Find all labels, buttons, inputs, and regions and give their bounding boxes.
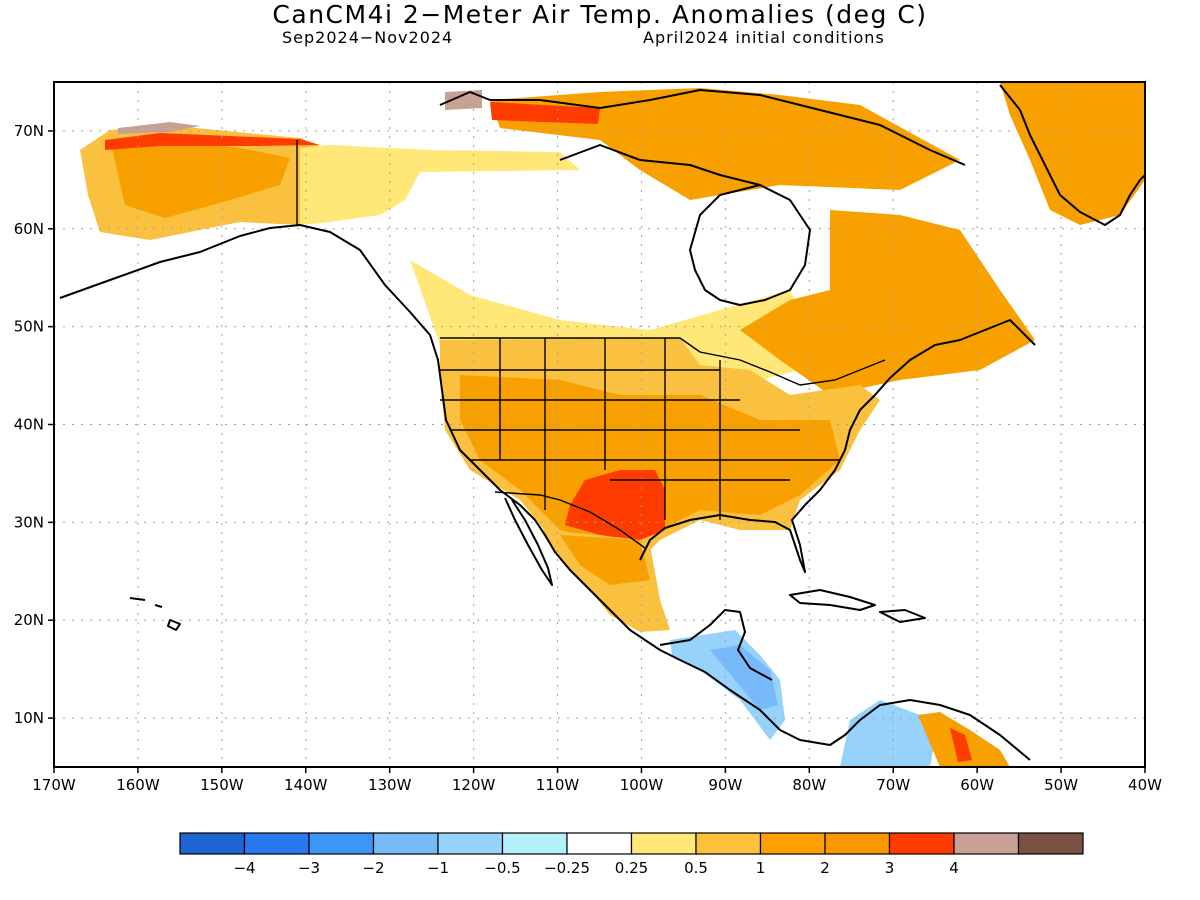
hispaniola	[879, 609, 926, 623]
legend-swatch	[501, 832, 568, 855]
lat-tick-label: 30N	[14, 513, 44, 531]
alaska-orange-area	[112, 140, 290, 218]
legend-label: −4	[233, 859, 255, 877]
greenland-area	[1000, 82, 1145, 225]
coastlines	[59, 84, 1145, 761]
forecast-period: Sep2024−Nov2024	[282, 28, 454, 47]
legend-swatch	[179, 832, 246, 855]
legend-swatch	[243, 832, 310, 855]
hudson-bay	[689, 184, 811, 306]
legend-label: −2	[362, 859, 384, 877]
greenland-coast	[999, 84, 1145, 226]
legend-label: −0.5	[484, 859, 520, 877]
north-america-coastline	[59, 224, 1031, 761]
south-america-blue	[840, 700, 935, 767]
initial-conditions: April2024 initial conditions	[643, 28, 885, 47]
yucatan-coast	[659, 609, 773, 681]
us-state-lines	[440, 338, 840, 520]
legend-swatch	[630, 832, 697, 855]
baja-peninsula	[504, 497, 553, 586]
map-axes: 170W 160W 150W 140W 130W 120W 110W 100W 90W 80W 70…	[14, 122, 1162, 794]
legend-swatch	[372, 832, 439, 855]
mexico-orange-area	[560, 535, 650, 585]
legend-swatch	[308, 832, 375, 855]
legend-swatch	[888, 832, 955, 855]
lon-tick-label: 160W	[116, 776, 160, 794]
legend-label: −1	[427, 859, 449, 877]
lon-tick-label: 60W	[960, 776, 994, 794]
south-america-red	[950, 728, 972, 762]
central-canada-band	[410, 260, 810, 390]
alaska-brown-patch	[118, 122, 200, 134]
legend-label: 1	[756, 859, 766, 877]
central-america-blue-dark	[710, 645, 778, 710]
lon-tick-label: 140W	[284, 776, 328, 794]
color-legend: −4 −3 −2 −1 −0.5 −0.25 0.25 0.5 1 2 3 4	[179, 832, 1084, 877]
lon-tick-label: 110W	[536, 776, 580, 794]
legend-swatch	[824, 832, 891, 855]
legend-label: 3	[885, 859, 895, 877]
lon-tick-label: 40W	[1128, 776, 1162, 794]
alaska-red-strip	[105, 133, 320, 150]
legend-label: −3	[298, 859, 320, 877]
lat-tick-label: 70N	[14, 122, 44, 140]
legend-swatch	[953, 832, 1020, 855]
northwest-canada-area	[300, 145, 580, 225]
arctic-red-patch	[490, 102, 600, 124]
legend-swatch	[695, 832, 762, 855]
hawaii	[129, 597, 181, 631]
gulf-coast	[639, 319, 1036, 573]
arctic-islands-area	[490, 88, 960, 200]
lon-tick-label: 90W	[708, 776, 742, 794]
legend-swatch	[1017, 832, 1084, 855]
us-mexico-border	[494, 491, 646, 549]
lon-tick-label: 120W	[452, 776, 496, 794]
lon-tick-label: 170W	[32, 776, 76, 794]
cuba	[789, 589, 876, 611]
lon-tick-label: 50W	[1044, 776, 1078, 794]
us-canada-border	[440, 337, 886, 386]
lat-tick-label: 10N	[14, 709, 44, 727]
graticule	[54, 82, 1145, 767]
eastern-canada-area	[740, 210, 1035, 395]
legend-swatch	[566, 832, 633, 855]
lon-tick-label: 130W	[368, 776, 412, 794]
lon-tick-label: 150W	[200, 776, 244, 794]
lat-tick-label: 20N	[14, 611, 44, 629]
legend-label: −0.25	[544, 859, 590, 877]
legend-label: 0.5	[684, 859, 708, 877]
central-america-blue	[670, 630, 785, 740]
legend-swatch	[437, 832, 504, 855]
map-title: CanCM4i 2−Meter Air Temp. Anomalies (deg…	[272, 0, 928, 29]
legend-label: 4	[949, 859, 959, 877]
legend-label: 0.25	[615, 859, 648, 877]
lat-tick-label: 40N	[14, 416, 44, 434]
lat-tick-label: 50N	[14, 318, 44, 336]
lon-tick-label: 70W	[876, 776, 910, 794]
lon-tick-label: 100W	[620, 776, 664, 794]
legend-swatch	[759, 832, 826, 855]
lat-tick-label: 60N	[14, 220, 44, 238]
arctic-coast	[439, 89, 966, 186]
arctic-brown-patch	[445, 90, 482, 110]
lon-tick-label: 80W	[792, 776, 826, 794]
legend-label: 2	[820, 859, 830, 877]
